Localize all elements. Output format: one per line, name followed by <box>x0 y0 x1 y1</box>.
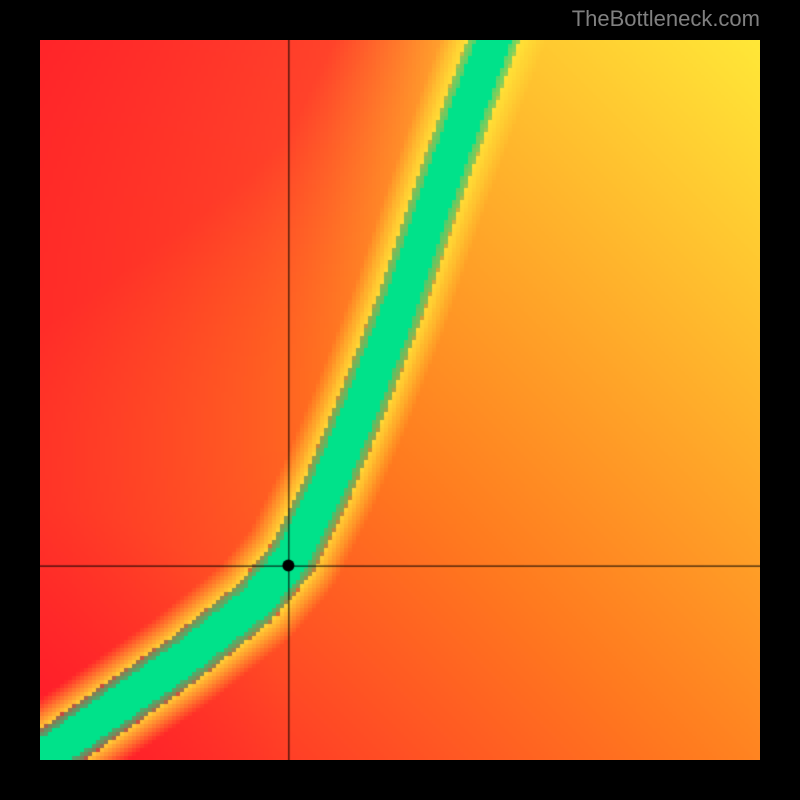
chart-container: TheBottleneck.com <box>0 0 800 800</box>
heatmap-plot <box>40 40 760 760</box>
watermark-text: TheBottleneck.com <box>572 6 760 32</box>
heatmap-canvas <box>40 40 760 760</box>
